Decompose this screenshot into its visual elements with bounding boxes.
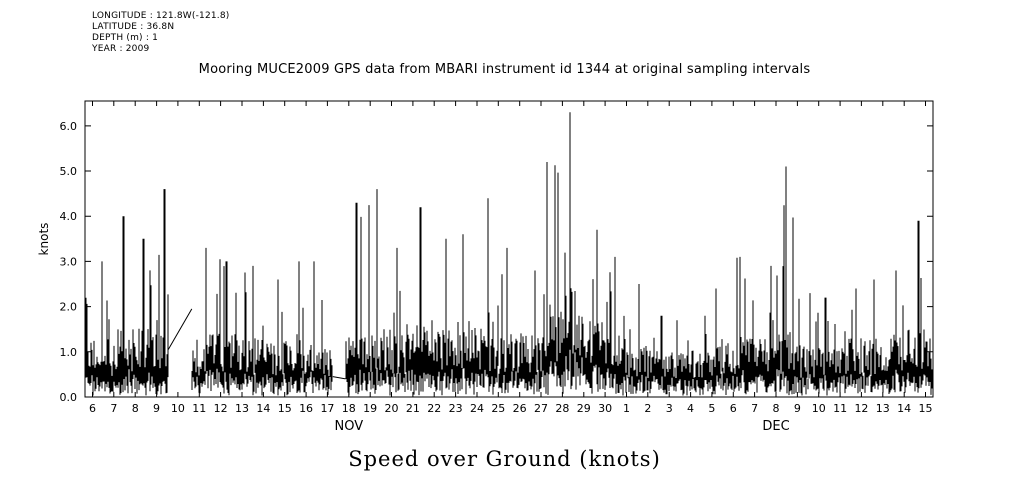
gap-connector-line bbox=[332, 376, 346, 380]
x-tick-label: 28 bbox=[555, 402, 569, 415]
x-tick-label: 8 bbox=[773, 402, 780, 415]
x-tick-label: 21 bbox=[406, 402, 420, 415]
x-tick-label: 10 bbox=[171, 402, 185, 415]
gap-connector-line bbox=[167, 308, 193, 350]
x-tick-label: 11 bbox=[833, 402, 847, 415]
x-tick-label: 23 bbox=[449, 402, 463, 415]
x-tick-label: 9 bbox=[153, 402, 160, 415]
y-tick-label: 6.0 bbox=[60, 120, 78, 133]
y-tick-label: 4.0 bbox=[60, 210, 78, 223]
axis-tick-labels: 6 7 8 9 10 11 12 13 14 15 16 17 18 19 20 21 22 23 24 25 26 27… bbox=[60, 120, 933, 434]
x-tick-label: 4 bbox=[687, 402, 694, 415]
month-label: DEC bbox=[762, 419, 789, 434]
x-tick-label: 9 bbox=[794, 402, 801, 415]
x-tick-label: 16 bbox=[299, 402, 313, 415]
x-tick-label: 8 bbox=[132, 402, 139, 415]
x-tick-label: 20 bbox=[385, 402, 399, 415]
x-tick-label: 11 bbox=[192, 402, 206, 415]
x-tick-label: 26 bbox=[513, 402, 527, 415]
chart-title: Mooring MUCE2009 GPS data from MBARI ins… bbox=[198, 62, 811, 77]
month-label: NOV bbox=[334, 419, 363, 434]
y-tick-label: 3.0 bbox=[60, 255, 78, 268]
y-tick-label: 1.0 bbox=[60, 346, 78, 359]
x-tick-label: 7 bbox=[110, 402, 117, 415]
x-tick-label: 13 bbox=[235, 402, 249, 415]
metadata-year: YEAR : 2009 bbox=[92, 44, 150, 54]
y-tick-label: 2.0 bbox=[60, 301, 78, 314]
figure-caption: Speed over Ground (knots) bbox=[348, 447, 661, 471]
series-speed-over-ground bbox=[84, 112, 933, 396]
x-tick-label: 14 bbox=[897, 402, 911, 415]
x-tick-label: 13 bbox=[876, 402, 890, 415]
x-tick-label: 15 bbox=[278, 402, 292, 415]
x-tick-label: 17 bbox=[320, 402, 334, 415]
x-tick-label: 18 bbox=[342, 402, 356, 415]
x-tick-label: 2 bbox=[644, 402, 651, 415]
metadata-longitude: LONGITUDE : 121.8W(-121.8) bbox=[92, 11, 230, 21]
x-tick-label: 25 bbox=[491, 402, 505, 415]
x-tick-label: 14 bbox=[256, 402, 270, 415]
x-tick-label: 12 bbox=[854, 402, 868, 415]
x-tick-label: 10 bbox=[812, 402, 826, 415]
x-tick-label: 12 bbox=[214, 402, 228, 415]
metadata-depth: DEPTH (m) : 1 bbox=[92, 33, 159, 43]
x-tick-label: 6 bbox=[730, 402, 737, 415]
y-tick-label: 0.0 bbox=[60, 391, 78, 404]
x-tick-label: 3 bbox=[666, 402, 673, 415]
x-tick-label: 19 bbox=[363, 402, 377, 415]
x-tick-label: 1 bbox=[623, 402, 630, 415]
x-tick-label: 5 bbox=[708, 402, 715, 415]
x-tick-label: 30 bbox=[598, 402, 612, 415]
metadata-latitude: LATITUDE : 36.8N bbox=[92, 22, 175, 32]
x-tick-label: 27 bbox=[534, 402, 548, 415]
x-tick-label: 24 bbox=[470, 402, 484, 415]
x-tick-label: 22 bbox=[427, 402, 441, 415]
x-tick-label: 15 bbox=[919, 402, 933, 415]
x-tick-label: 6 bbox=[89, 402, 96, 415]
metadata-block: LONGITUDE : 121.8W(-121.8) LATITUDE : 36… bbox=[92, 11, 230, 55]
x-tick-label: 29 bbox=[577, 402, 591, 415]
y-tick-label: 5.0 bbox=[60, 165, 78, 178]
x-tick-label: 7 bbox=[751, 402, 758, 415]
